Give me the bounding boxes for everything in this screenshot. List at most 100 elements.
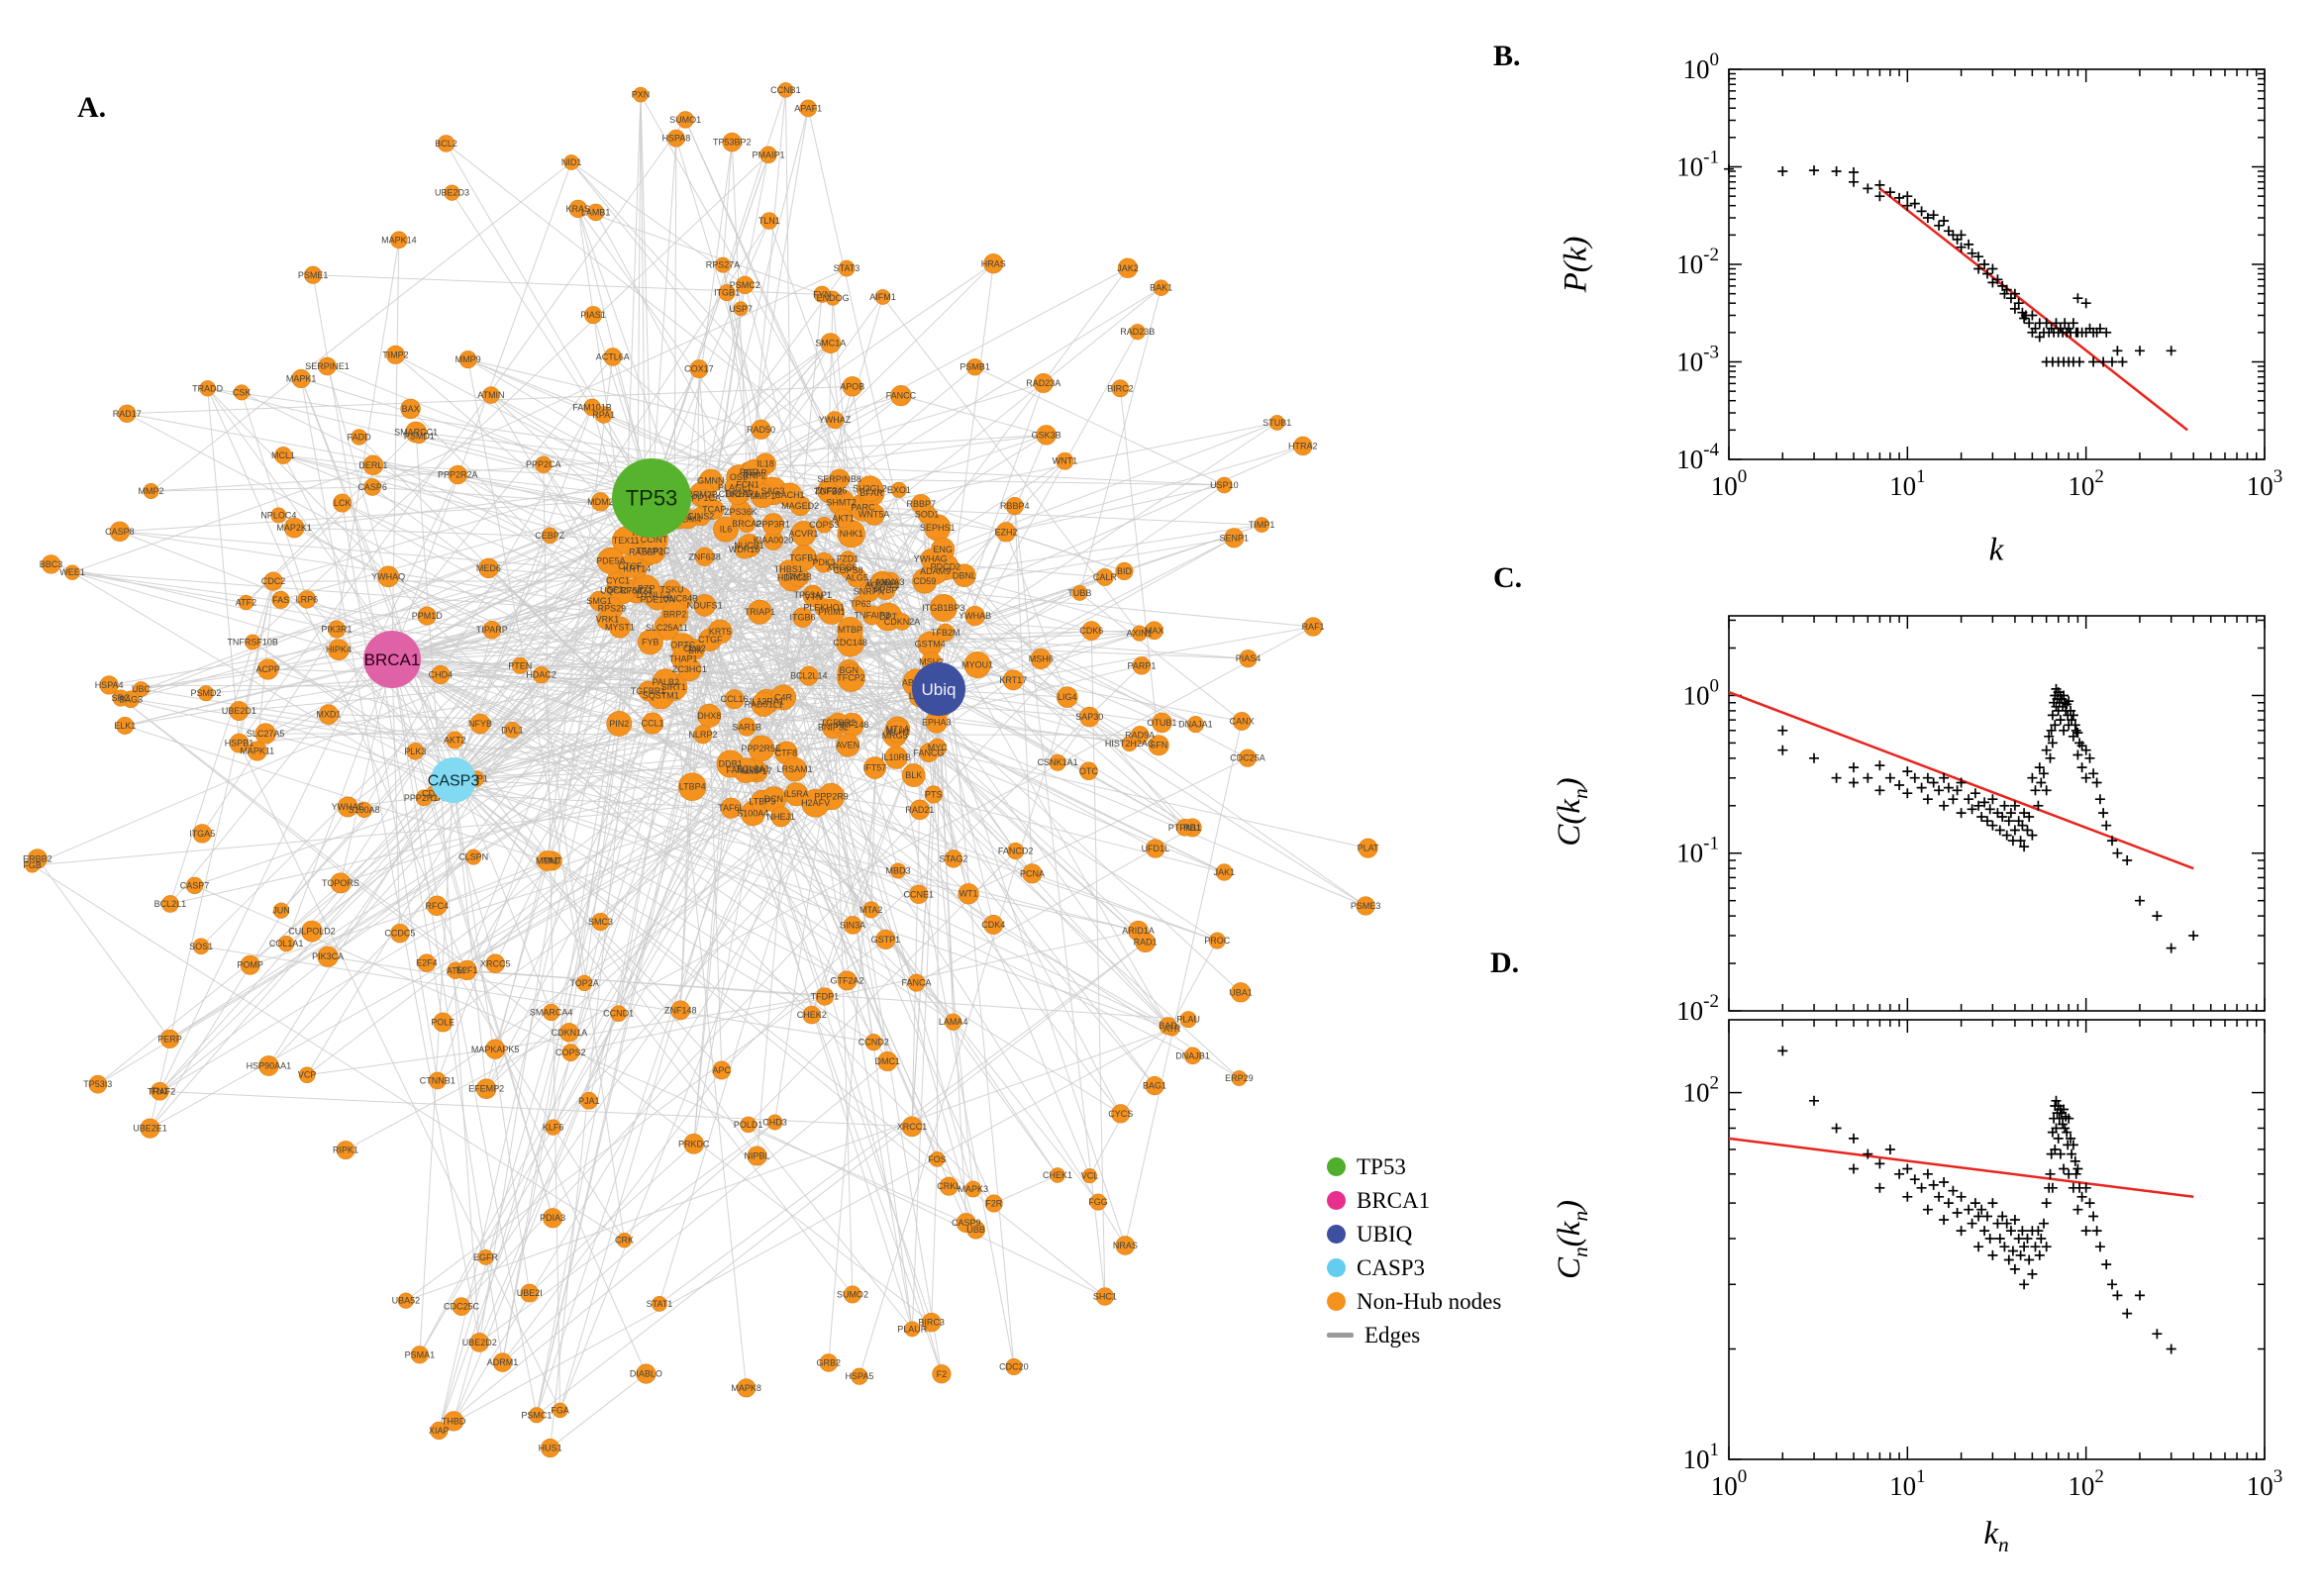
edge — [453, 779, 681, 1011]
edge — [453, 558, 849, 781]
non-hub-node — [64, 564, 80, 580]
non-hub-node — [271, 590, 290, 609]
tick-label: 10-3 — [1676, 343, 1719, 377]
edge — [293, 527, 955, 859]
non-hub-node — [707, 619, 733, 645]
non-hub-node — [640, 538, 666, 564]
edge — [936, 688, 940, 1159]
legend-item-brca1: BRCA1 — [1327, 1188, 1501, 1213]
tick-label: 101 — [1683, 1440, 1720, 1474]
non-hub-node — [738, 515, 757, 533]
plot-frame — [1728, 68, 2266, 460]
non-hub-node — [862, 901, 880, 919]
edge — [1090, 631, 1106, 1297]
non-hub-node — [511, 656, 529, 674]
non-hub-node — [683, 1133, 705, 1154]
non-hub-node — [909, 799, 931, 821]
non-hub-node — [1130, 726, 1150, 745]
edge — [125, 537, 1235, 727]
non-hub-node — [861, 605, 882, 626]
edge — [583, 658, 1042, 984]
edge — [358, 437, 732, 809]
edge — [391, 658, 666, 683]
edge — [294, 527, 655, 541]
non-hub-node — [815, 987, 835, 1006]
edge — [536, 429, 761, 1416]
non-hub-node — [1057, 686, 1078, 708]
non-hub-node — [430, 1421, 449, 1441]
tick-label: 101 — [1889, 466, 1926, 501]
edge — [37, 858, 170, 1040]
scatter-points — [1777, 1046, 2176, 1354]
non-hub-node — [537, 850, 557, 871]
edge — [702, 154, 769, 498]
edge — [756, 770, 1099, 1203]
edge — [502, 1122, 775, 1363]
non-hub-node — [1022, 863, 1043, 884]
edge — [438, 627, 667, 1432]
non-hub-node — [945, 1013, 962, 1031]
edge — [1078, 287, 1162, 594]
tick-label: 100 — [1683, 50, 1720, 84]
tick-label: 10-2 — [1676, 245, 1719, 279]
edge — [490, 394, 888, 1062]
non-hub-node — [642, 712, 664, 735]
non-hub-node — [118, 404, 137, 423]
non-hub-node — [1148, 735, 1169, 756]
edge — [151, 434, 1047, 492]
non-hub-node — [814, 552, 835, 573]
non-hub-node — [1002, 669, 1024, 691]
non-hub-node — [478, 557, 499, 579]
edge — [338, 648, 723, 1071]
non-hub-node — [875, 929, 896, 949]
edge — [709, 688, 940, 717]
non-hub-node — [842, 376, 862, 397]
edge — [839, 478, 1225, 486]
non-hub-node — [406, 743, 425, 760]
non-hub-node — [328, 620, 346, 639]
edge — [640, 94, 653, 499]
network-legend: TP53 BRCA1 UBIQ CASP3 Non-Hub nodes Edge… — [1327, 1154, 1501, 1347]
edge — [120, 697, 467, 971]
edge — [938, 688, 994, 926]
edge — [502, 1069, 723, 1363]
edge — [467, 358, 761, 431]
edge — [239, 688, 940, 745]
edge — [438, 1060, 888, 1432]
axis-ticks — [1728, 1020, 2266, 1460]
edge — [1014, 506, 1106, 1297]
edge — [241, 391, 1225, 873]
edge — [97, 642, 652, 1085]
non-hub-node — [958, 883, 979, 905]
edge — [446, 143, 653, 499]
non-hub-node — [199, 380, 216, 397]
non-hub-node — [909, 884, 929, 904]
non-hub-node — [257, 658, 279, 680]
non-hub-node — [351, 429, 367, 446]
edge — [391, 240, 400, 660]
non-hub-node — [944, 849, 963, 868]
edge — [569, 471, 750, 1053]
legend-item-ubiq: UBIQ — [1327, 1222, 1501, 1247]
non-hub-node — [1071, 584, 1088, 601]
legend-label: Non-Hub nodes — [1357, 1288, 1502, 1314]
edge — [415, 432, 480, 1343]
non-hub-node — [1005, 496, 1024, 516]
c-y-axis-label: C(kn) — [1552, 777, 1592, 847]
edge — [1005, 484, 1225, 533]
edge — [811, 688, 940, 1016]
edge — [529, 1143, 695, 1294]
edge — [651, 497, 784, 698]
b-y-axis-label: P(k) — [1558, 236, 1594, 293]
non-hub-node — [109, 521, 131, 543]
edge — [722, 142, 733, 265]
edge — [689, 642, 851, 670]
non-hub-node — [715, 256, 731, 273]
edge — [453, 626, 1314, 781]
edge — [651, 138, 677, 499]
non-hub-node — [245, 634, 261, 650]
non-hub-node — [596, 608, 619, 631]
non-hub-node — [504, 721, 521, 739]
edge — [700, 516, 1139, 932]
edge — [454, 688, 940, 971]
